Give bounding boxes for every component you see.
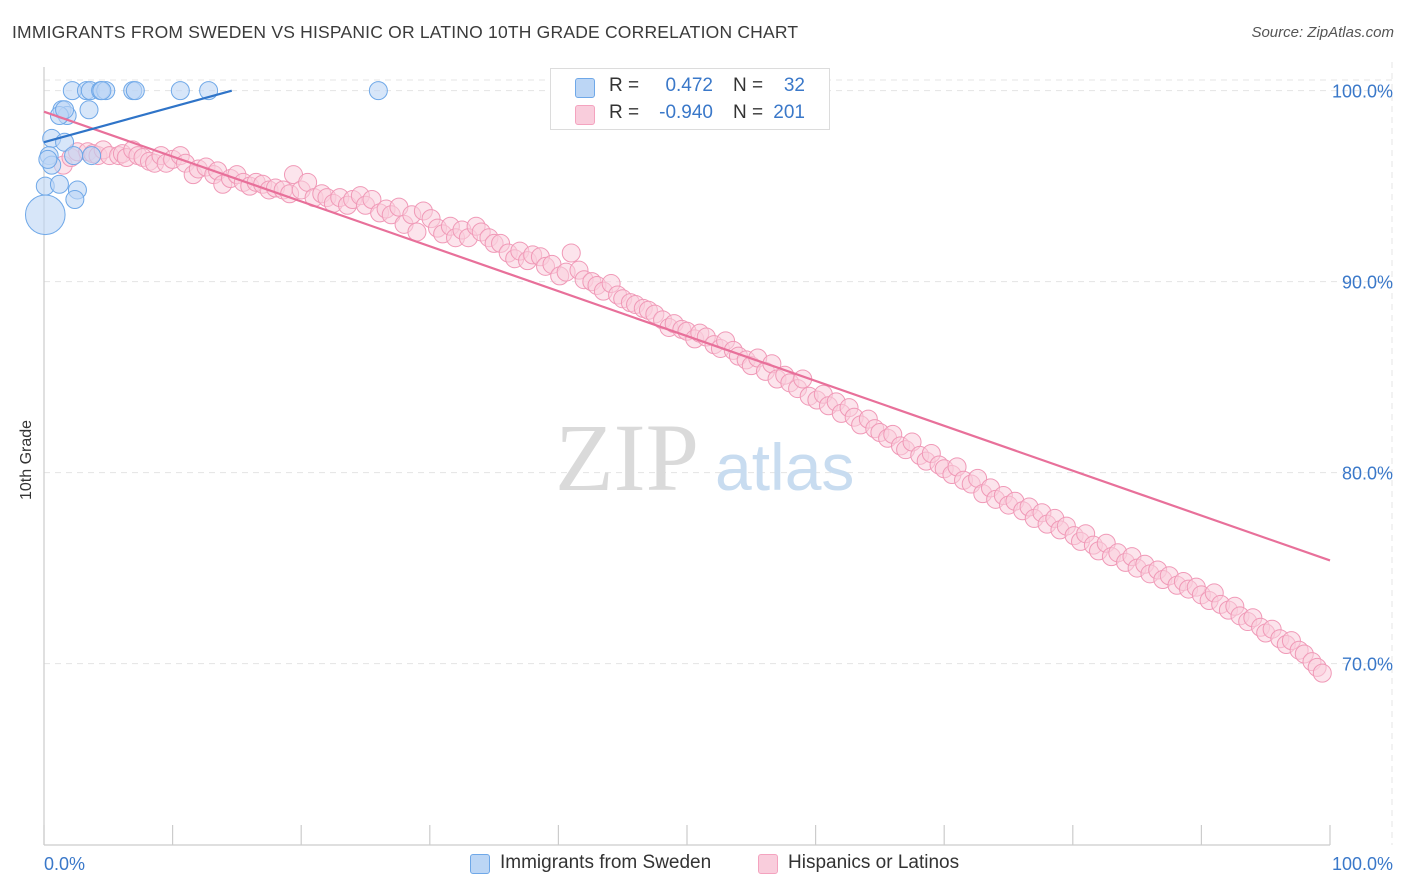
legend-r-value: 0.472 xyxy=(665,75,713,96)
y-tick-label: 80.0% xyxy=(1342,464,1393,484)
bottom-legend-label-hispanic: Hispanics or Latinos xyxy=(788,852,960,873)
data-point-sweden xyxy=(65,190,85,210)
bottom-legend-swatch-sweden xyxy=(470,854,490,874)
data-point-sweden xyxy=(170,81,190,101)
legend-r-label: R = xyxy=(609,75,640,96)
stats-legend: R = 0.472 N = 32 R = -0.940 N = 201 xyxy=(550,68,830,130)
data-point-sweden xyxy=(38,149,58,169)
data-point-hispanic xyxy=(561,243,581,263)
chart-title: IMMIGRANTS FROM SWEDEN VS HISPANIC OR LA… xyxy=(12,22,799,42)
legend-row-sweden: R = 0.472 N = 32 xyxy=(551,73,829,101)
bottom-legend-swatch-hispanic xyxy=(758,854,778,874)
data-point-sweden xyxy=(82,146,102,166)
legend-n-label: N = xyxy=(733,102,764,123)
data-point-hispanic xyxy=(1312,663,1332,683)
data-point-hispanic xyxy=(407,222,427,242)
data-point-sweden xyxy=(49,174,69,194)
legend-n-value: 32 xyxy=(783,75,805,96)
data-point-sweden xyxy=(79,100,99,120)
legend-swatch-sweden xyxy=(575,78,595,98)
data-point-sweden xyxy=(92,81,112,101)
legend-r-label: R = xyxy=(609,102,640,123)
legend-row-hispanic: R = -0.940 N = 201 xyxy=(551,100,829,128)
y-tick-label: 70.0% xyxy=(1342,655,1393,675)
data-point-sweden xyxy=(64,146,84,166)
data-points xyxy=(24,81,1332,683)
y-tick-label: 100.0% xyxy=(1332,82,1393,102)
trend-line-hispanic xyxy=(43,110,1331,562)
legend-n-label: N = xyxy=(733,75,764,96)
legend-n-value: 201 xyxy=(773,102,805,123)
source-label: Source: ZipAtlas.com xyxy=(1251,24,1394,41)
y-tick-label: 90.0% xyxy=(1342,273,1393,293)
legend-r-value: -0.940 xyxy=(659,102,713,123)
watermark-atlas: atlas xyxy=(715,430,854,504)
gridlines xyxy=(44,62,1393,845)
x-tick-label: 0.0% xyxy=(44,854,85,874)
bottom-legend-label-sweden: Immigrants from Sweden xyxy=(500,852,712,873)
tick-labels: 70.0% 80.0% 90.0% 100.0% 0.0% 100.0% xyxy=(44,82,1393,874)
data-point-sweden xyxy=(24,194,66,236)
legend-swatch-hispanic xyxy=(575,105,595,125)
x-tick-label: 100.0% xyxy=(1332,854,1393,874)
y-axis-label: 10th Grade xyxy=(18,419,35,500)
trend-line-sweden xyxy=(43,89,233,144)
data-point-sweden xyxy=(125,81,145,101)
watermark-zip: ZIP xyxy=(555,404,699,511)
trend-lines xyxy=(43,89,1331,562)
data-point-sweden xyxy=(368,81,388,101)
